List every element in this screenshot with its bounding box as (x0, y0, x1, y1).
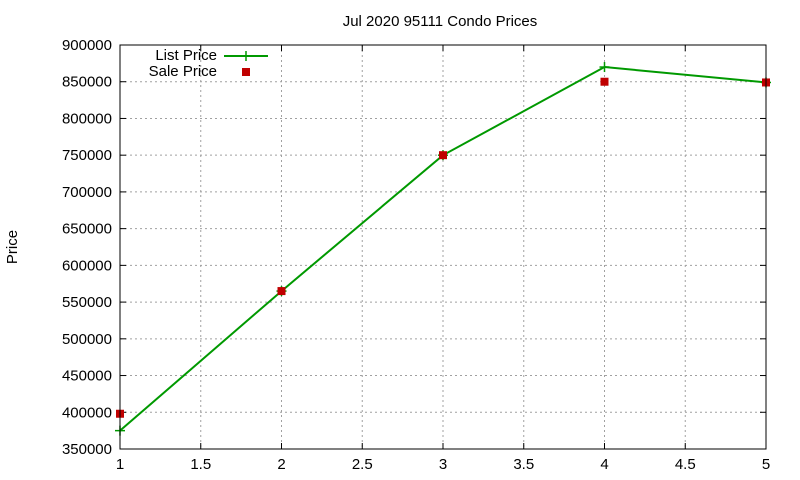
sale-price-point (277, 287, 286, 296)
y-tick-label: 500000 (62, 331, 112, 348)
y-tick-label: 900000 (62, 37, 112, 54)
y-tick-label: 550000 (62, 294, 112, 311)
x-tick-label: 4.5 (675, 456, 696, 473)
grid-lines (120, 45, 766, 449)
x-tick-label: 2.5 (352, 456, 373, 473)
x-tick-label: 5 (762, 456, 770, 473)
x-tick-label: 1 (116, 456, 124, 473)
legend-sample-sale-price (242, 68, 250, 76)
plot-series (115, 62, 771, 436)
sale-price-point (439, 151, 447, 160)
y-axis-label: Price (4, 230, 21, 264)
axis-ticks: 1 1.5 2 2.5 3 3.5 4 4.5 5 350000 400000 450000 50000… (62, 37, 770, 473)
x-tick-label: 1.5 (190, 456, 211, 473)
plot-frame (119, 44, 767, 450)
y-tick-label: 850000 (62, 74, 112, 91)
legend-label-list-price: List Price (155, 47, 217, 64)
y-tick-label: 800000 (62, 110, 112, 127)
list-price-point (599, 62, 610, 73)
y-tick-label: 650000 (62, 221, 112, 238)
sale-price-point (600, 77, 609, 86)
y-tick-label: 600000 (62, 257, 112, 274)
legend: List Price Sale Price (149, 47, 268, 80)
y-tick-label: 450000 (62, 368, 112, 385)
legend-label-sale-price: Sale Price (149, 63, 217, 80)
y-tick-label: 400000 (62, 404, 112, 421)
x-tick-label: 2 (277, 456, 285, 473)
y-tick-label: 700000 (62, 184, 112, 201)
y-tick-label: 750000 (62, 147, 112, 164)
chart-title: Jul 2020 95111 Condo Prices (343, 13, 538, 30)
x-tick-label: 3.5 (513, 456, 534, 473)
y-tick-label: 350000 (62, 441, 112, 458)
x-tick-label: 4 (600, 456, 608, 473)
x-tick-label: 3 (439, 456, 447, 473)
